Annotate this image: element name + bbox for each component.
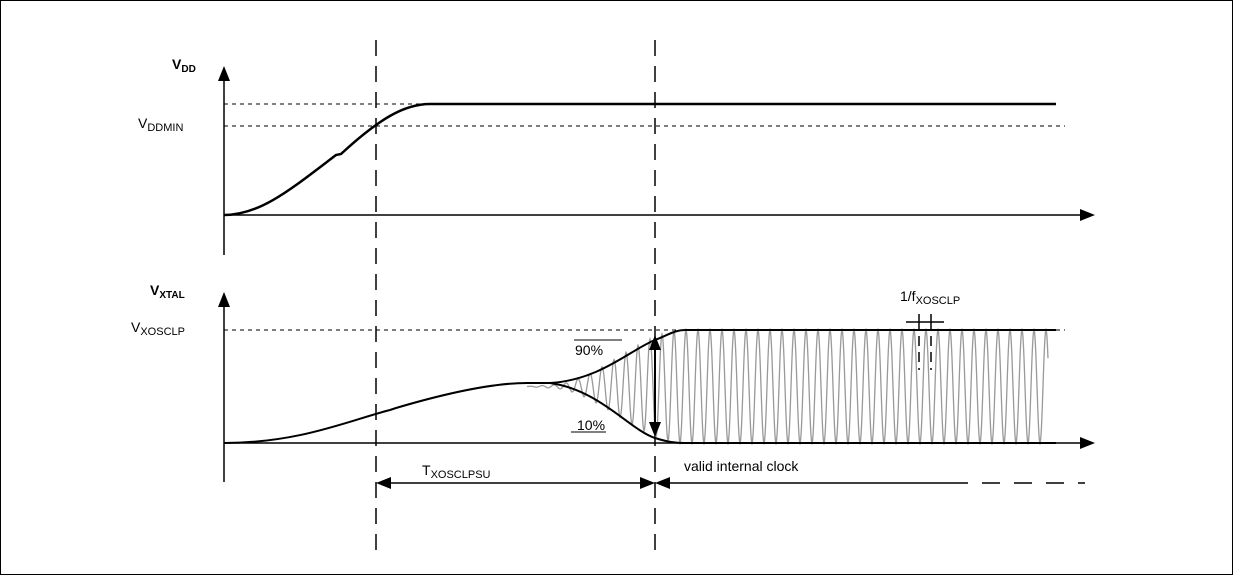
vdd-x-arrow: [1080, 209, 1095, 221]
amplitude-arrow-head-bottom: [649, 422, 661, 437]
startup-arrow-left: [376, 477, 391, 489]
amplitude-arrow-head-top: [649, 335, 661, 350]
startup-time-label: TXOSCLPSU: [422, 462, 491, 481]
vxtal-axis-label: VXTAL: [150, 282, 185, 301]
vxtal-x-arrow: [1080, 437, 1095, 449]
xtal-rise-curve: [223, 382, 550, 444]
vddmin-label: VDDMIN: [138, 115, 184, 134]
vxosclp-label: VXOSCLP: [131, 319, 185, 338]
period-label: 1/fXOSCLP: [900, 288, 961, 307]
pct-high-label: 90%: [575, 342, 604, 358]
oscillation-waveform: [526, 327, 1049, 446]
lower-envelope: [549, 382, 1056, 444]
vdd-y-arrow: [218, 66, 230, 81]
vdd-curve: [223, 102, 1056, 217]
oscillation-trace: [526, 327, 1049, 446]
period-marker: [906, 314, 944, 330]
valid-clock-arrow-left: [655, 477, 670, 489]
pct-low-label: 10%: [577, 417, 606, 433]
vdd-axis-label: VDD: [172, 56, 196, 75]
vxtal-y-arrow: [218, 292, 230, 307]
valid-clock-label: valid internal clock: [684, 458, 799, 474]
vdd-axes: [223, 74, 1082, 255]
startup-arrow-right: [640, 477, 655, 489]
